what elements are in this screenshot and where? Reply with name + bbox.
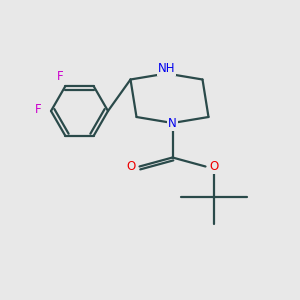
Text: F: F — [56, 70, 63, 83]
Text: N: N — [168, 117, 177, 130]
Text: NH: NH — [158, 61, 175, 75]
Text: O: O — [209, 160, 218, 173]
Text: O: O — [126, 160, 135, 173]
Text: F: F — [35, 103, 42, 116]
